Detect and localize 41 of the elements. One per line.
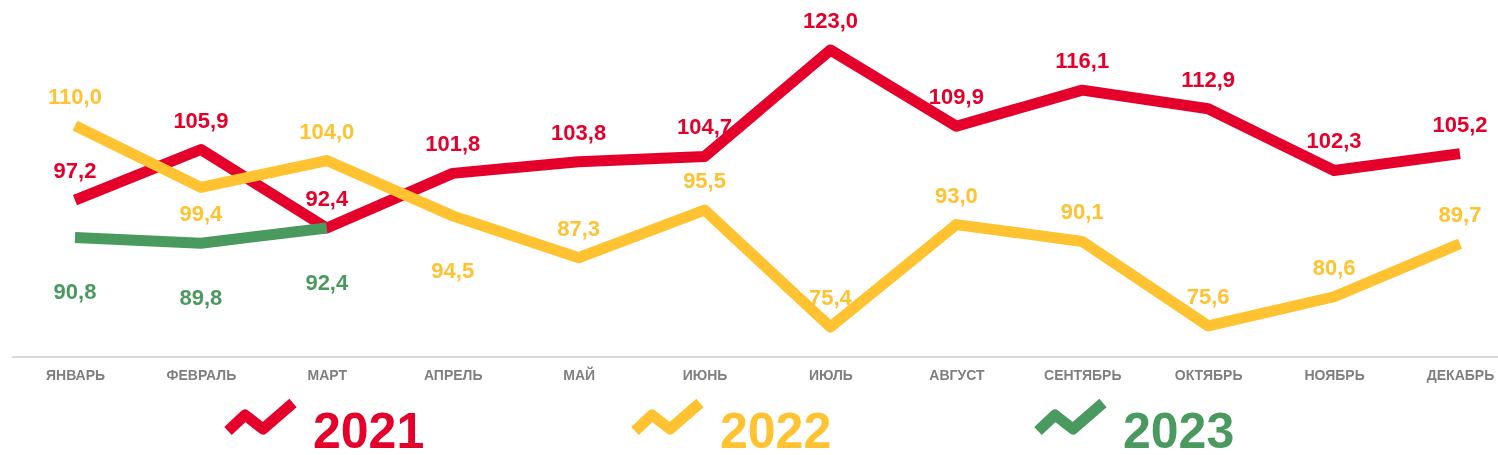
- data-label: 105,9: [173, 107, 229, 133]
- data-label: 90,1: [1060, 199, 1104, 225]
- data-label: 89,7: [1438, 201, 1482, 227]
- x-tick-label: СЕНТЯБРЬ: [1044, 367, 1122, 383]
- x-tick-label: НОЯБРЬ: [1304, 367, 1365, 383]
- data-label: 110,0: [48, 83, 102, 109]
- data-label: 97,2: [53, 158, 97, 184]
- x-tick-label: МАЙ: [563, 366, 596, 383]
- legend-label: 2023: [1123, 403, 1235, 455]
- data-label: 87,3: [557, 215, 601, 241]
- data-label: 90,8: [53, 279, 97, 305]
- x-tick-label: МАРТ: [307, 367, 348, 383]
- data-label: 109,9: [928, 84, 984, 110]
- x-tick-label: ИЮНЬ: [682, 367, 728, 383]
- data-label: 95,5: [683, 168, 726, 194]
- data-label: 101,8: [425, 131, 481, 157]
- data-label: 104,0: [299, 118, 355, 144]
- data-label: 103,8: [551, 119, 607, 145]
- data-label: 92,4: [305, 270, 349, 296]
- data-label: 123,0: [802, 8, 858, 33]
- data-label: 105,2: [1432, 111, 1488, 137]
- data-label: 93,0: [934, 182, 978, 208]
- x-tick-label: ОКТЯБРЬ: [1174, 367, 1243, 383]
- x-tick-label: АПРЕЛЬ: [423, 367, 483, 383]
- legend-label: 2022: [720, 403, 832, 455]
- x-tick-label: ДЕКАБРЬ: [1426, 367, 1495, 383]
- data-label: 75,6: [1186, 283, 1230, 309]
- data-label: 102,3: [1306, 128, 1362, 154]
- data-label: 94,5: [431, 257, 475, 283]
- data-label: 92,4: [305, 186, 349, 212]
- x-tick-label: ЯНВАРЬ: [45, 367, 106, 383]
- data-label: 75,4: [809, 285, 853, 310]
- x-tick-label: АВГУСТ: [929, 367, 985, 383]
- data-label: 80,6: [1312, 254, 1356, 280]
- x-tick-label: ИЮЛЬ: [809, 367, 853, 383]
- data-label: 112,9: [1181, 66, 1236, 92]
- data-label: 99,4: [179, 201, 224, 227]
- x-tick-label: ФЕВРАЛЬ: [166, 367, 237, 383]
- data-label: 116,1: [1055, 48, 1110, 74]
- data-label: 89,8: [179, 285, 223, 311]
- legend-label: 2021: [313, 403, 425, 455]
